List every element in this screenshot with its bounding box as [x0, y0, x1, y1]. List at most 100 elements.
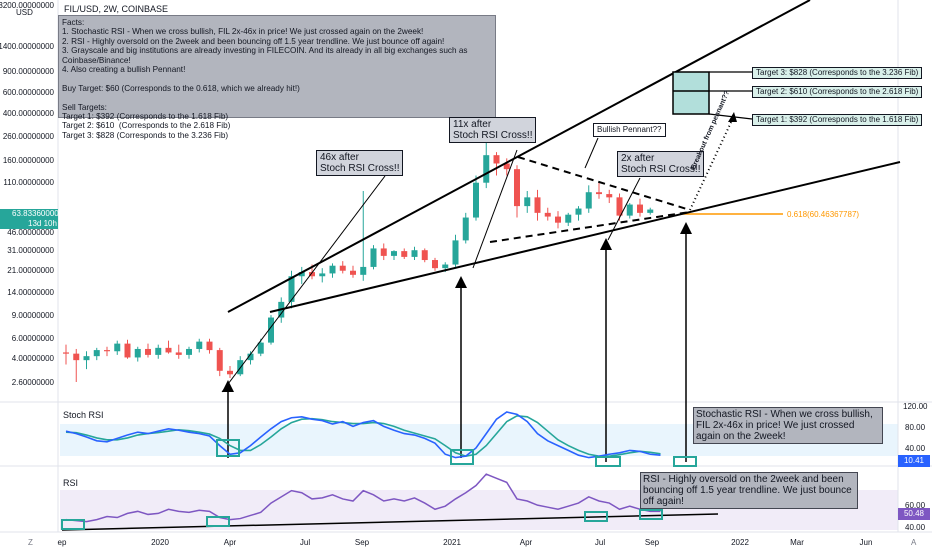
rsi-tick: 40.00 — [905, 523, 926, 532]
candle[interactable] — [483, 139, 490, 189]
time-tick: 2022 — [731, 538, 749, 547]
pennant-upper-line[interactable] — [517, 156, 691, 211]
stoch-d-series[interactable] — [65, 415, 661, 457]
candle[interactable] — [452, 234, 459, 267]
target-2-label[interactable]: Target 2: $610 (Corresponds to the 2.618… — [752, 86, 923, 98]
candle[interactable] — [114, 340, 121, 355]
move-46x-line[interactable] — [221, 175, 386, 393]
candle[interactable] — [391, 250, 397, 261]
candle[interactable] — [104, 346, 110, 357]
target-zone-box[interactable] — [672, 71, 710, 115]
candle[interactable] — [339, 261, 346, 274]
time-tick: 2020 — [151, 538, 169, 547]
candle[interactable] — [596, 182, 602, 199]
candle[interactable] — [329, 263, 336, 278]
candle[interactable] — [370, 245, 377, 270]
move-11x-line[interactable] — [472, 149, 518, 269]
time-axis[interactable]: ep 2020 Apr Jul Sep 2021 Apr Jul Sep 2022 Mar Jun — [58, 538, 873, 547]
target-1-label[interactable]: Target 1: $392 (Corresponds to the 1.618… — [752, 114, 923, 126]
rsi-series[interactable] — [65, 473, 661, 523]
auto-scale-icon[interactable]: A — [911, 538, 917, 547]
candle[interactable] — [216, 347, 223, 377]
candle[interactable] — [186, 346, 192, 359]
upper-channel-line[interactable] — [227, 0, 811, 313]
candle[interactable] — [411, 246, 418, 261]
candle[interactable] — [637, 198, 643, 217]
candle[interactable] — [421, 248, 428, 263]
candle[interactable] — [575, 206, 582, 221]
rsi-title[interactable]: RSI — [63, 478, 79, 488]
price-tick: 14.00000000 — [7, 288, 54, 297]
price-tick: 46.00000000 — [7, 228, 54, 237]
candle[interactable] — [63, 344, 69, 365]
candle[interactable] — [503, 158, 510, 176]
current-price-badge: 63.83360000 — [0, 209, 59, 219]
candle[interactable] — [524, 191, 531, 213]
candle[interactable] — [93, 347, 100, 361]
candle[interactable] — [206, 338, 213, 354]
price-axis[interactable]: 3200.00000000 1400.00000000 900.00000000 60… — [0, 1, 55, 387]
price-tick: 900.00000000 — [3, 67, 55, 76]
rsi-note[interactable]: RSI - Highly oversold on the 2week and b… — [640, 472, 858, 509]
candle[interactable] — [544, 207, 551, 221]
stoch-title[interactable]: Stoch RSI — [63, 410, 104, 420]
callout-2x[interactable]: 2x after Stoch RSI Cross!! — [617, 151, 705, 177]
candle[interactable] — [565, 212, 572, 227]
timezone-z-icon[interactable]: Z — [28, 538, 33, 547]
fib-0618-label: 0.618(60.46367787) — [787, 210, 859, 219]
pennant-pointer — [584, 137, 599, 169]
price-tick: 4.00000000 — [12, 354, 55, 363]
rsi-tick: 60.00 — [905, 501, 926, 510]
candle[interactable] — [616, 193, 623, 221]
candle[interactable] — [227, 365, 233, 379]
stoch-k-series[interactable] — [65, 411, 661, 459]
candle[interactable] — [350, 265, 356, 278]
candle[interactable] — [514, 165, 520, 218]
symbol-title[interactable]: FIL/USD, 2W, COINBASE — [64, 4, 169, 14]
time-tick: ep — [58, 538, 67, 547]
lower-channel-line[interactable] — [269, 161, 901, 313]
candle[interactable] — [145, 343, 151, 358]
candle[interactable] — [175, 344, 182, 359]
callout-pennant[interactable]: Bullish Pennant?? — [593, 123, 666, 137]
candle[interactable] — [462, 212, 469, 244]
rsi-bounce-markers — [61, 509, 663, 530]
callout-11x[interactable]: 11x after Stoch RSI Cross!! — [449, 117, 537, 143]
candle[interactable] — [165, 340, 172, 354]
candle[interactable] — [432, 257, 438, 271]
stoch-value-badge: 10.41 — [898, 455, 930, 467]
candle[interactable] — [268, 315, 274, 345]
candle[interactable] — [73, 348, 80, 382]
callout-46x[interactable]: 46x after Stoch RSI Cross!! — [316, 150, 404, 176]
breakout-dotted-line[interactable] — [689, 117, 734, 211]
candle[interactable] — [257, 338, 264, 357]
pennant-lower-line[interactable] — [489, 211, 691, 243]
candle[interactable] — [401, 248, 408, 259]
price-tick: 9.00000000 — [12, 311, 55, 320]
candle[interactable] — [155, 344, 162, 359]
rsi-trendline[interactable] — [61, 513, 719, 531]
candle[interactable] — [319, 268, 326, 283]
target-3-label[interactable]: Target 3: $828 (Corresponds to the 3.236… — [752, 67, 923, 79]
candle[interactable] — [647, 207, 654, 215]
candle[interactable] — [493, 152, 500, 176]
candles[interactable] — [63, 139, 654, 382]
candle[interactable] — [360, 191, 367, 281]
candle[interactable] — [585, 185, 592, 213]
candle[interactable] — [626, 203, 633, 219]
candle[interactable] — [473, 175, 479, 221]
price-tick: 21.00000000 — [7, 266, 54, 275]
candle[interactable] — [124, 339, 131, 359]
candle[interactable] — [196, 338, 203, 353]
candle[interactable] — [83, 351, 90, 370]
move-2x-line[interactable] — [607, 177, 641, 241]
candle[interactable] — [380, 243, 387, 261]
candle[interactable] — [555, 211, 561, 229]
candle[interactable] — [606, 189, 613, 204]
candle[interactable] — [298, 266, 305, 285]
candle[interactable] — [534, 189, 541, 221]
stoch-note[interactable]: Stochastic RSI - When we cross bullish, … — [693, 407, 883, 444]
price-tick: 400.00000000 — [3, 109, 55, 118]
candle[interactable] — [134, 346, 141, 362]
facts-note[interactable]: Facts: 1. Stochastic RSI - When we cross… — [58, 15, 496, 140]
